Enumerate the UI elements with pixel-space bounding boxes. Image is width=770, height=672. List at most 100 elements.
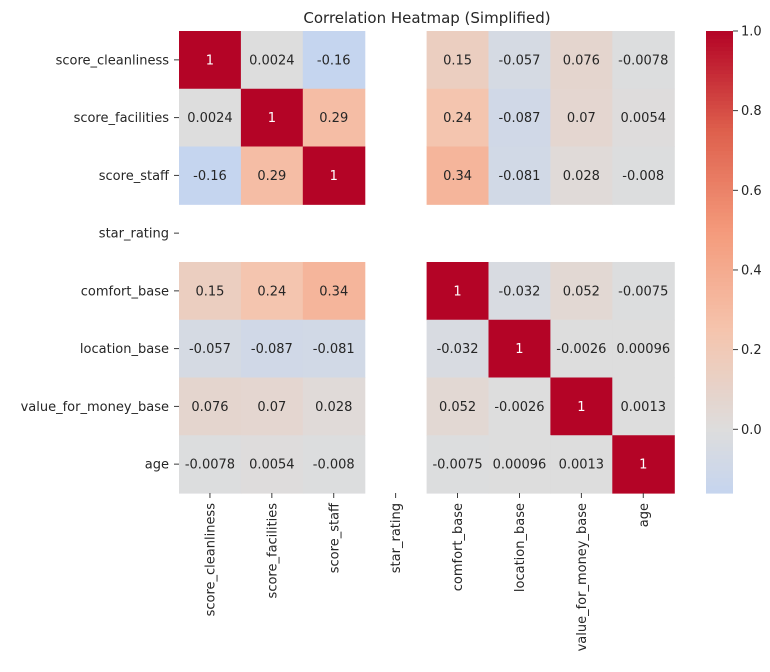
colorbar-segment [706,119,733,124]
colorbar-segment [706,373,733,379]
colorbar-segment [706,288,733,294]
colorbar-segment [706,65,733,71]
colorbar-segment [706,31,733,36]
colorbar-segment [706,358,733,363]
cell-value-comfort_base-score_facilities: 0.24 [257,284,286,299]
cell-value-value_for_money_base-location_base: -0.0026 [494,400,544,415]
colorbar-segment [706,169,733,175]
heatmap-cell-score_staff-comfort_base [426,146,490,205]
colorbar-segment [706,100,733,105]
cell-value-comfort_base-age: -0.0075 [618,284,668,299]
heatmap-cell-value_for_money_base-value_for_money_base [550,377,613,436]
colorbar-segment [706,46,733,51]
colorbar-segment [706,219,733,225]
colorbar-tick-label: 0.4 [741,263,762,278]
cell-value-score_cleanliness-score_facilities: 0.0024 [249,53,295,68]
cell-annotations: 1 0.0024 -0.16 0.15 -0.057 0.076 -0.0078 0.0024… [185,53,670,472]
cell-value-location_base-score_facilities: -0.087 [251,342,293,357]
cell-value-score_staff-value_for_money_base: 0.028 [563,169,600,184]
heatmap-cell-score_facilities-comfort_base [426,88,490,148]
heatmap-cell-score_staff-age [612,146,675,205]
colorbar-segment [706,34,733,40]
heatmap-cell-comfort_base-age [612,262,675,321]
colorbar-segment [706,362,733,367]
colorbar-segment [706,312,733,317]
cell-value-location_base-score_cleanliness: -0.057 [189,342,231,357]
colorbar-segment [706,223,733,228]
heatmap-cell-comfort_base-score_staff [302,262,366,321]
colorbar-segment [706,38,733,44]
row-label-location_base: location_base [80,342,169,357]
heatmap-cell-comfort_base-value_for_money_base [550,262,613,321]
heatmap-cell-location_base-score_staff [302,319,366,379]
cell-value-age-score_cleanliness: -0.0078 [185,458,235,473]
colorbar-segment [706,73,733,78]
heatmap-cell-score_cleanliness-comfort_base [426,31,490,90]
cell-value-location_base-score_staff: -0.081 [313,342,355,357]
column-label-score_facilities: score_facilities [265,503,280,599]
column-label-comfort_base: comfort_base [451,503,466,591]
heatmap-cell-score_cleanliness-score_cleanliness [179,31,242,90]
colorbar-segment [706,450,733,456]
colorbar-tick-label: 1.0 [741,25,762,40]
heatmap-cell-score_staff-location_base [488,146,551,205]
colorbar-segment [706,158,733,163]
colorbar-segment [706,265,733,271]
cell-value-score_cleanliness-location_base: -0.057 [498,53,540,68]
colorbar-segment [706,408,733,413]
colorbar-segment [706,339,733,344]
colorbar-segment [706,254,733,259]
heatmap-cell-age-score_cleanliness [179,435,242,494]
colorbar-segment [706,231,733,236]
heatmap-cell-age-location_base [488,435,551,494]
colorbar-segment [706,165,733,171]
colorbar-segment [706,365,733,371]
colorbar-segment [706,108,733,113]
colorbar-segment [706,423,733,429]
heatmap-cell-comfort_base-score_cleanliness [179,262,242,321]
cell-value-age-score_facilities: 0.0054 [249,458,295,473]
colorbar-segment [706,308,733,313]
heatmap-cell-score_staff-score_cleanliness [179,146,242,205]
colorbar-segment [706,431,733,436]
colorbar-segment [706,54,733,59]
heatmap-cell-location_base-comfort_base [426,319,490,379]
colorbar-segment [706,485,733,490]
colorbar-segment [706,238,733,244]
colorbar: 0.0 0.2 0.4 0.6 0.8 1.0 [706,25,762,494]
colorbar-segment [706,177,733,182]
colorbar-segment [706,131,733,136]
cell-value-age-age: 1 [639,458,647,473]
colorbar-segment [706,473,733,479]
colorbar-segment [706,412,733,417]
colorbar-segment [706,416,733,421]
heatmap-cell-score_facilities-score_facilities [240,88,304,148]
row-label-comfort_base: comfort_base [81,284,169,299]
colorbar-segment [706,392,733,398]
colorbar-segment [706,315,733,321]
colorbar-segment [706,327,733,332]
heatmap-cell-score_facilities-score_cleanliness [179,88,242,148]
heatmap-cell-score_cleanliness-score_facilities [240,31,304,90]
colorbar-segment [706,319,733,325]
colorbar-segment [706,300,733,305]
cell-value-score_staff-score_cleanliness: -0.16 [193,169,227,184]
cell-value-score_staff-score_facilities: 0.29 [257,169,286,184]
cell-value-value_for_money_base-score_staff: 0.028 [315,400,352,415]
colorbar-segment [706,369,733,375]
colorbar-segment [706,246,733,252]
colorbar-segment [706,258,733,263]
colorbar-segment [706,296,733,302]
column-label-star_rating: star_rating [389,503,404,573]
cell-value-score_cleanliness-score_cleanliness: 1 [206,53,214,68]
row-label-score_staff: score_staff [99,169,170,184]
cell-value-location_base-location_base: 1 [515,342,523,357]
colorbar-segment [706,458,733,463]
colorbar-segment [706,269,733,275]
colorbar-segment [706,281,733,286]
row-label-star_rating: star_rating [99,227,169,242]
colorbar-segment [706,204,733,209]
heatmap-cell-comfort_base-comfort_base [426,262,490,321]
colorbar-segment [706,227,733,232]
cell-value-location_base-value_for_money_base: -0.0026 [556,342,606,357]
